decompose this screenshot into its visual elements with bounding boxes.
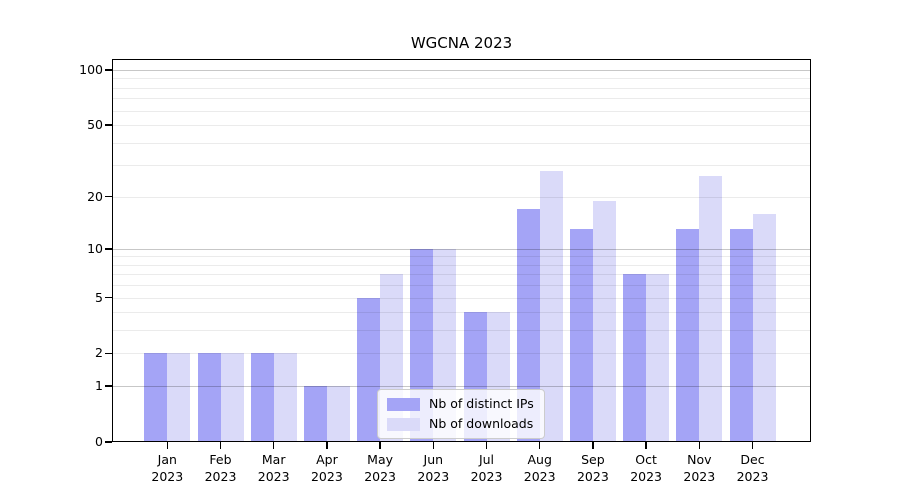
x-tick-mark (751, 442, 754, 449)
x-tick-mark (219, 442, 222, 449)
y-tick-mark (105, 69, 112, 71)
x-tick-mark (379, 442, 381, 449)
bar-distinct-ips-sep (569, 229, 593, 442)
y-tick-mark (105, 124, 112, 126)
bar-distinct-ips-mar (250, 353, 274, 442)
y-tick-label: 1 (95, 378, 103, 394)
y-tick-mark (105, 385, 112, 387)
gridline-minor (112, 110, 811, 112)
legend-label-downloads: Nb of downloads (429, 416, 534, 431)
bar-downloads-feb (220, 353, 244, 442)
bar-downloads-dec (752, 213, 776, 442)
x-tick-label: Jun 2023 (417, 452, 450, 484)
x-tick-label: Feb 2023 (204, 452, 237, 484)
legend-item-downloads: Nb of downloads (387, 417, 534, 431)
x-tick-label: Apr 2023 (310, 452, 343, 484)
bar-distinct-ips-nov (676, 229, 700, 442)
plot-area (112, 59, 811, 442)
bar-distinct-ips-aug (516, 209, 540, 442)
y-tick-label: 5 (95, 289, 103, 305)
bar-distinct-ips-oct (623, 274, 647, 442)
bar-downloads-jan (167, 353, 191, 442)
x-tick-mark (166, 442, 169, 449)
x-tick-mark (698, 442, 701, 449)
gridline-minor (112, 142, 811, 144)
bar-downloads-aug (539, 170, 563, 442)
x-tick-label: Jul 2023 (470, 452, 503, 484)
x-tick-label: May 2023 (364, 452, 396, 484)
x-tick-mark (326, 442, 328, 449)
x-tick-mark (272, 442, 275, 449)
bar-downloads-mar (273, 353, 297, 442)
y-tick-label: 20 (87, 188, 103, 204)
y-tick-mark (105, 352, 112, 355)
gridline-minor (112, 98, 811, 100)
x-tick-label: Aug 2023 (523, 452, 556, 484)
legend-swatch-distinct-ips (387, 397, 420, 411)
y-tick-label: 50 (87, 117, 103, 133)
x-tick-mark (432, 442, 435, 449)
y-tick-label: 2 (95, 345, 103, 361)
bar-distinct-ips-jan (144, 353, 168, 442)
x-tick-label: Jan 2023 (151, 452, 184, 484)
legend: Nb of distinct IPs Nb of downloads (377, 389, 545, 439)
y-tick-mark (105, 195, 112, 198)
x-tick-label: Sep 2023 (576, 452, 609, 484)
x-tick-mark (592, 442, 594, 449)
bar-downloads-apr (326, 386, 350, 442)
x-tick-mark (538, 442, 541, 449)
bar-downloads-nov (699, 176, 723, 442)
gridline-major (112, 70, 811, 71)
legend-label-distinct-ips: Nb of distinct IPs (429, 396, 534, 411)
y-tick-mark (105, 296, 112, 299)
legend-item-distinct-ips: Nb of distinct IPs (387, 397, 534, 411)
gridline-minor (112, 87, 811, 89)
x-tick-mark (485, 442, 488, 449)
x-tick-label: Dec 2023 (736, 452, 769, 484)
gridline-minor (112, 125, 811, 127)
gridline-minor (112, 165, 811, 167)
bar-distinct-ips-apr (303, 386, 327, 442)
x-tick-mark (645, 442, 647, 449)
y-tick-mark (105, 441, 112, 443)
legend-swatch-downloads (387, 417, 420, 431)
x-tick-label: Oct 2023 (630, 452, 662, 484)
x-tick-label: Mar 2023 (257, 452, 290, 484)
gridline-minor (112, 78, 811, 80)
y-tick-label: 10 (87, 240, 103, 256)
bar-downloads-sep (592, 200, 616, 442)
bar-downloads-oct (646, 274, 670, 442)
x-tick-label: Nov 2023 (683, 452, 716, 484)
y-tick-label: 0 (95, 434, 103, 449)
bar-distinct-ips-feb (197, 353, 221, 442)
y-tick-mark (105, 247, 112, 250)
bar-distinct-ips-may (357, 297, 381, 442)
y-tick-label: 100 (79, 62, 103, 77)
chart-title: WGCNA 2023 (410, 34, 513, 52)
bar-distinct-ips-dec (729, 229, 753, 442)
